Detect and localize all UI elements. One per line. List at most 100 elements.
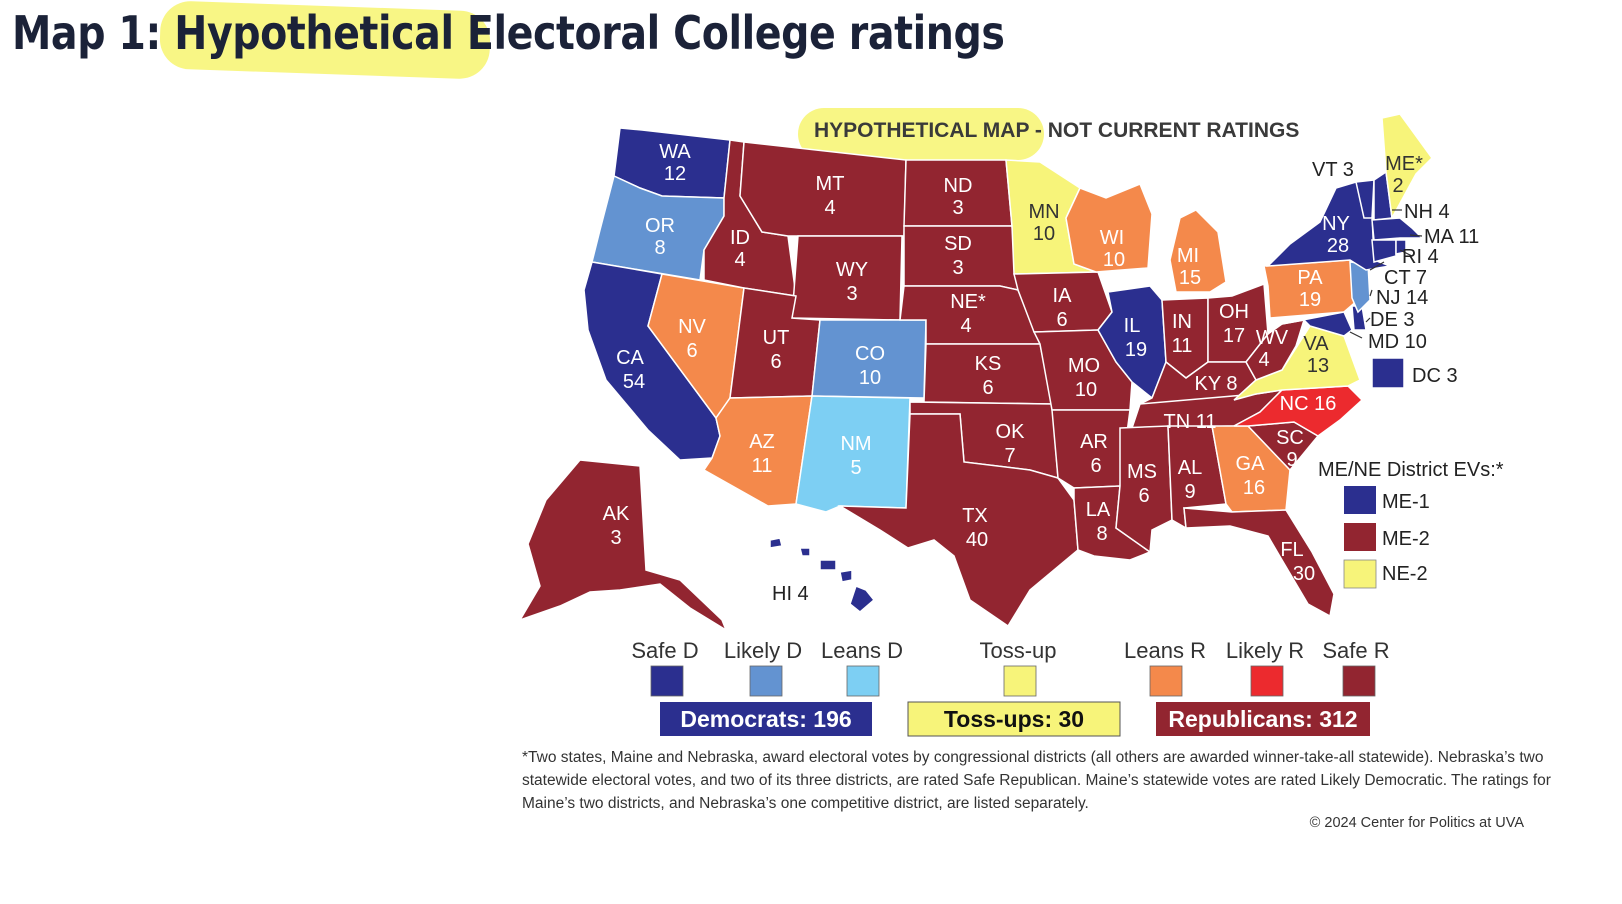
svg-text:AK3: AK 3 — [603, 503, 630, 549]
label-OK-name: OK — [996, 421, 1026, 443]
label-FL-ev: 30 — [1293, 563, 1315, 585]
district-legend-title: ME/NE District EVs:* — [1318, 459, 1504, 481]
label-ND-name: ND — [944, 175, 973, 197]
label-WA-ev: 12 — [664, 163, 686, 185]
label-KS-name: KS — [975, 353, 1002, 375]
label-MO-ev: 10 — [1075, 379, 1097, 401]
state-labels: WA 12 OR 8 CA 54 NV 6 ID 4 MT 4 WY 3 UT 6 AZ 11 C… — [603, 141, 1480, 605]
total-tossups: Toss-ups: 30 — [944, 706, 1084, 732]
rating-legend: Safe D Likely D Leans D Toss-up Leans R … — [631, 638, 1390, 697]
svg-text:OK7: OK 7 — [996, 421, 1026, 467]
label-NV-name: NV — [678, 316, 706, 338]
label-GA-ev: 16 — [1243, 477, 1265, 499]
state-MI — [1169, 209, 1227, 293]
svg-text:SC9: SC 9 — [1276, 427, 1304, 471]
label-IL-ev: 19 — [1125, 339, 1147, 361]
label-ND-ev: 3 — [952, 197, 963, 219]
label-MS-name: MS — [1127, 461, 1157, 483]
state-WV — [1245, 319, 1306, 381]
label-TX-ev: 40 — [966, 529, 988, 551]
label-IN-ev: 11 — [1172, 335, 1193, 357]
label-NC: NC 16 — [1280, 393, 1337, 415]
heading-highlight — [798, 108, 1044, 160]
label-GA-name: GA — [1236, 453, 1266, 475]
label-SD-name: SD — [944, 233, 972, 255]
leader-lines — [1349, 209, 1423, 339]
totals: Democrats: 196 Toss-ups: 30 Republicans:… — [660, 701, 1370, 737]
label-MT-ev: 4 — [824, 197, 835, 219]
label-UT-name: UT — [763, 327, 790, 349]
label-UT-ev: 6 — [770, 351, 781, 373]
label-AK-ev: 3 — [610, 527, 621, 549]
label-MN-name: MN — [1028, 201, 1059, 223]
state-RI — [1395, 239, 1407, 255]
label-WY-name: WY — [836, 259, 868, 281]
label-AK-name: AK — [603, 503, 630, 525]
total-democrats-box — [660, 702, 872, 736]
label-WI-name: WI — [1100, 227, 1124, 249]
label-MT-name: MT — [816, 173, 845, 195]
label-LA-name: LA — [1086, 499, 1111, 521]
label-KS-ev: 6 — [982, 377, 993, 399]
state-TX — [837, 413, 1079, 628]
label-IL-name: IL — [1124, 315, 1141, 337]
label-NE-ev: 4 — [960, 315, 971, 337]
label-DC: DC 3 — [1412, 365, 1458, 387]
label-KY: KY 8 — [1195, 373, 1238, 395]
copyright: © 2024 Center for Politics at UVA — [1309, 815, 1524, 831]
label-IN-name: IN — [1172, 311, 1192, 333]
district-swatch-me1 — [1344, 486, 1376, 514]
label-DE: DE 3 — [1370, 309, 1414, 331]
label-AZ-ev: 11 — [752, 455, 773, 477]
label-ME-ev: 2 — [1392, 175, 1403, 197]
svg-text:WY3: WY 3 — [836, 259, 868, 305]
district-label-me2: ME-2 — [1382, 528, 1430, 550]
legend-swatch-tossup — [1003, 665, 1037, 697]
label-WA-name: WA — [659, 141, 691, 163]
map-heading: HYPOTHETICAL MAP - NOT CURRENT RATINGS — [814, 119, 1299, 142]
label-WI-ev: 10 — [1103, 249, 1125, 271]
legend-label-likely-d: Likely D — [724, 638, 802, 663]
svg-text:AL9: AL 9 — [1178, 457, 1202, 503]
label-MD: MD 10 — [1368, 331, 1427, 353]
label-AR-ev: 6 — [1090, 455, 1101, 477]
label-ID-ev: 4 — [734, 249, 745, 271]
legend-label-likely-r: Likely R — [1226, 638, 1304, 663]
label-NV-ev: 6 — [686, 340, 697, 362]
svg-text:UT6: UT 6 — [763, 327, 790, 373]
total-republicans: Republicans: 312 — [1168, 706, 1357, 732]
state-MD — [1281, 311, 1353, 337]
state-WI — [1065, 183, 1153, 273]
svg-text:ID4: ID 4 — [730, 227, 750, 271]
label-IA-name: IA — [1053, 285, 1073, 307]
page-title: Map 1: Hypothetical Electoral College ra… — [12, 6, 1005, 60]
legend-swatch-likely-d — [749, 665, 783, 697]
svg-text:OR8: OR 8 — [645, 215, 675, 259]
state-VT — [1355, 179, 1375, 219]
svg-text:NE*4: NE* 4 — [950, 291, 986, 337]
label-OH-ev: 17 — [1223, 325, 1245, 347]
svg-text:MT4: MT 4 — [816, 173, 845, 219]
label-SC-ev: 9 — [1286, 449, 1297, 471]
svg-text:SD3: SD 3 — [944, 233, 972, 279]
label-VT: VT 3 — [1312, 159, 1354, 181]
label-WV-ev: 4 — [1258, 349, 1269, 371]
label-AL-ev: 9 — [1184, 481, 1195, 503]
label-NE-name: NE* — [950, 291, 986, 313]
label-OR-ev: 8 — [654, 237, 665, 259]
label-MI-ev: 15 — [1179, 267, 1201, 289]
svg-text:AR6: AR 6 — [1080, 431, 1108, 477]
district-label-me1: ME-1 — [1382, 491, 1430, 513]
label-OH-name: OH — [1219, 301, 1249, 323]
svg-text:IA6: IA 6 — [1053, 285, 1073, 331]
label-CO-name: CO — [855, 343, 885, 365]
legend-label-tossup: Toss-up — [979, 638, 1056, 663]
label-PA-name: PA — [1297, 267, 1323, 289]
